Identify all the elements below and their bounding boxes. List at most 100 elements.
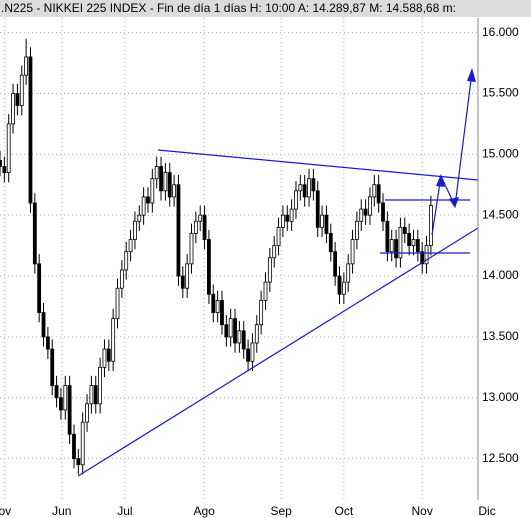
candle-body — [420, 251, 425, 265]
candle-body — [233, 318, 237, 344]
candle-body — [402, 226, 407, 234]
candle-body — [315, 190, 320, 228]
y-tick-label: 15.000 — [482, 146, 519, 160]
candle-body — [368, 196, 372, 216]
candle-body — [59, 397, 63, 411]
chart-title: .N225 - NIKKEI 225 INDEX - Fin de día 1 … — [1, 1, 456, 15]
candle-body — [146, 196, 150, 204]
resistance-line — [157, 149, 479, 181]
y-tick-label: 13.000 — [482, 390, 519, 404]
candle-body — [185, 263, 190, 289]
candle-body — [398, 226, 403, 259]
candle-body — [2, 166, 7, 173]
candle-body — [346, 263, 351, 283]
arrow-head — [449, 197, 459, 208]
candle-body — [89, 385, 94, 405]
support-line — [77, 227, 479, 477]
candle-body — [276, 226, 281, 247]
candle-body — [72, 433, 76, 460]
candle-body — [250, 342, 255, 362]
candle-body — [428, 205, 433, 247]
y-tick-label: 14.000 — [482, 268, 519, 282]
candle-body — [411, 239, 416, 247]
candle-body — [119, 269, 124, 289]
candle-body — [193, 220, 198, 234]
candle-body — [85, 403, 89, 423]
drawn-trend-lines — [77, 68, 479, 477]
candle-body — [102, 348, 107, 368]
candle-body — [394, 239, 398, 259]
candle-body — [37, 263, 42, 313]
y-tick-label: 14.500 — [482, 207, 519, 221]
x-tick-label: ov — [0, 504, 11, 518]
y-tick-label: 16.000 — [482, 25, 519, 39]
candle-body — [106, 348, 111, 362]
candle-body — [76, 458, 81, 466]
candle-body — [320, 214, 324, 228]
candle-body — [50, 348, 55, 386]
candle-body — [124, 251, 129, 271]
candle-body — [220, 299, 224, 326]
arrow-head — [467, 68, 476, 82]
candle-body — [389, 239, 394, 253]
candle-body — [6, 123, 11, 173]
candle-body — [28, 56, 33, 204]
candle-body — [189, 233, 194, 265]
candle-body — [298, 184, 303, 192]
header-bar — [0, 0, 531, 17]
candle-body — [98, 366, 103, 405]
candle-body — [111, 318, 116, 362]
candle-body — [372, 184, 377, 198]
candle-body — [311, 178, 316, 192]
candle-body — [128, 239, 133, 253]
candle-body — [281, 214, 285, 228]
candle-body — [307, 178, 311, 198]
candle-body — [41, 312, 46, 338]
x-tick-label: Jun — [52, 504, 71, 518]
candle-body — [211, 293, 216, 313]
y-tick-label: 13.500 — [482, 329, 519, 343]
candle-body — [154, 166, 159, 180]
candle-body — [115, 287, 120, 320]
candle-body — [215, 299, 220, 313]
candle-body — [198, 214, 203, 222]
candle-body — [167, 172, 172, 198]
candle-body — [328, 233, 333, 253]
candle-body — [15, 93, 20, 107]
candle-body — [415, 239, 420, 253]
candle-body — [359, 208, 364, 222]
candle-body — [45, 336, 50, 350]
candle-body — [159, 166, 163, 192]
x-tick-label: Nov — [412, 504, 433, 518]
candle-body — [80, 421, 85, 466]
x-tick-label: Oct — [335, 504, 354, 518]
candle-body — [333, 251, 338, 277]
candle-body — [294, 190, 298, 210]
candle-body — [150, 178, 155, 204]
candle-body — [302, 184, 307, 198]
candle-body — [285, 214, 290, 222]
candle-body — [350, 239, 355, 265]
candle-body — [32, 202, 37, 265]
candle-body — [376, 184, 381, 204]
candle-body — [224, 324, 229, 338]
candle-body — [381, 202, 385, 222]
x-tick-label: Ago — [193, 504, 215, 518]
candle-body — [54, 385, 59, 399]
candle-body — [272, 245, 277, 259]
projection-arrow — [431, 71, 473, 236]
candle-body — [337, 275, 342, 295]
candle-body — [19, 74, 24, 107]
x-tick-label: Sep — [270, 504, 292, 518]
candle-body — [67, 385, 72, 435]
candle-body — [24, 56, 29, 76]
candle-body — [241, 330, 246, 350]
candle-body — [172, 184, 176, 198]
candle-body — [133, 220, 137, 240]
candle-body — [246, 348, 250, 362]
candle-body — [341, 281, 346, 295]
candle-body — [254, 324, 259, 344]
candle-body — [237, 330, 242, 344]
candle-body — [137, 214, 142, 222]
